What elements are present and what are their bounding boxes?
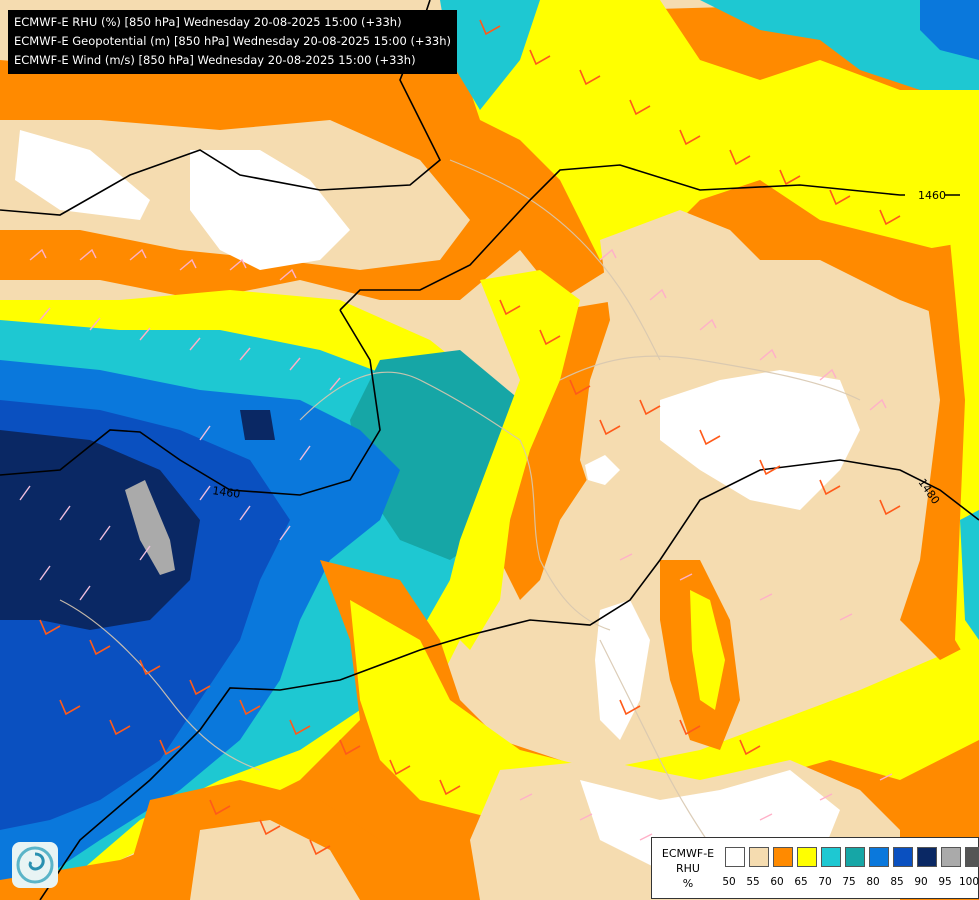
- info-line-geopotential: ECMWF-E Geopotential (m) [850 hPa] Wedne…: [14, 34, 451, 48]
- wind-barbs-light: [19, 425, 311, 601]
- legend-tick-label: 90: [914, 876, 928, 888]
- legend-swatch: [821, 847, 841, 867]
- legend-tick-label: 80: [866, 876, 880, 888]
- legend-title-line-1: ECMWF-E: [661, 847, 715, 860]
- rhu-region-cyan-top: [440, 0, 540, 110]
- legend-tick-label: 50: [722, 876, 736, 888]
- info-line-wind: ECMWF-E Wind (m/s) [850 hPa] Wednesday 2…: [14, 53, 416, 67]
- legend-swatch: [965, 847, 979, 867]
- rhu-region-yellow-center: [440, 270, 580, 650]
- rhu-region-grey-west: [125, 480, 175, 575]
- legend-title-line-3: %: [682, 877, 694, 890]
- rhu-region-white-northwest: [15, 130, 150, 220]
- rhu-region-white-southcenter: [595, 600, 650, 740]
- legend-swatch: [725, 847, 745, 867]
- legend-tick-label: 95: [938, 876, 952, 888]
- rhu-region-navy-west: [0, 430, 200, 630]
- legend-title: ECMWF-E RHU %: [656, 846, 720, 891]
- rhu-region-cyan-east: [960, 510, 979, 640]
- swirl-logo-icon: [12, 842, 58, 888]
- legend-tick-label: 65: [794, 876, 808, 888]
- contour-label-1460-east: 1460: [918, 189, 946, 202]
- wind-barbs-orange: [39, 19, 901, 856]
- legend-tick-label: 60: [770, 876, 784, 888]
- legend-tick-label: 75: [842, 876, 856, 888]
- legend-swatch: [749, 847, 769, 867]
- rhu-region-tan-southwest: [190, 820, 360, 900]
- rhu-region-white-east: [660, 370, 860, 510]
- legend: ECMWF-E RHU % 50 55 60 65 70 75 80 85 90 95 100: [651, 837, 979, 899]
- rhu-region-cyan-northeast: [700, 0, 979, 90]
- legend-tick-label: 100: [958, 876, 979, 888]
- legend-swatch: [797, 847, 817, 867]
- info-line-rhu: ECMWF-E RHU (%) [850 hPa] Wednesday 20-0…: [14, 15, 402, 29]
- rhu-region-yellow-southeast-strip: [690, 590, 725, 710]
- legend-tick-label: 55: [746, 876, 760, 888]
- legend-swatch: [893, 847, 913, 867]
- info-header: ECMWF-E RHU (%) [850 hPa] Wednesday 20-0…: [8, 10, 457, 74]
- legend-tick-label: 85: [890, 876, 904, 888]
- rhu-region-white-northwest-2: [190, 150, 350, 270]
- legend-tick-label: 70: [818, 876, 832, 888]
- legend-swatch: [941, 847, 961, 867]
- rhu-region-white-small: [585, 455, 620, 485]
- rhu-region-yellow-south: [350, 600, 979, 820]
- borders-layer: [59, 159, 861, 861]
- legend-swatch: [845, 847, 865, 867]
- rhu-region-blue-northeast: [920, 0, 979, 60]
- contour-label-1460-west: 1460: [212, 484, 242, 501]
- legend-swatch: [869, 847, 889, 867]
- rhu-region-yellow-north: [460, 0, 979, 260]
- rhu-region-navy-small: [240, 410, 275, 440]
- legend-swatch: [917, 847, 937, 867]
- legend-swatch: [773, 847, 793, 867]
- legend-title-line-2: RHU: [676, 862, 700, 875]
- contour-label-bg-1: [905, 186, 945, 202]
